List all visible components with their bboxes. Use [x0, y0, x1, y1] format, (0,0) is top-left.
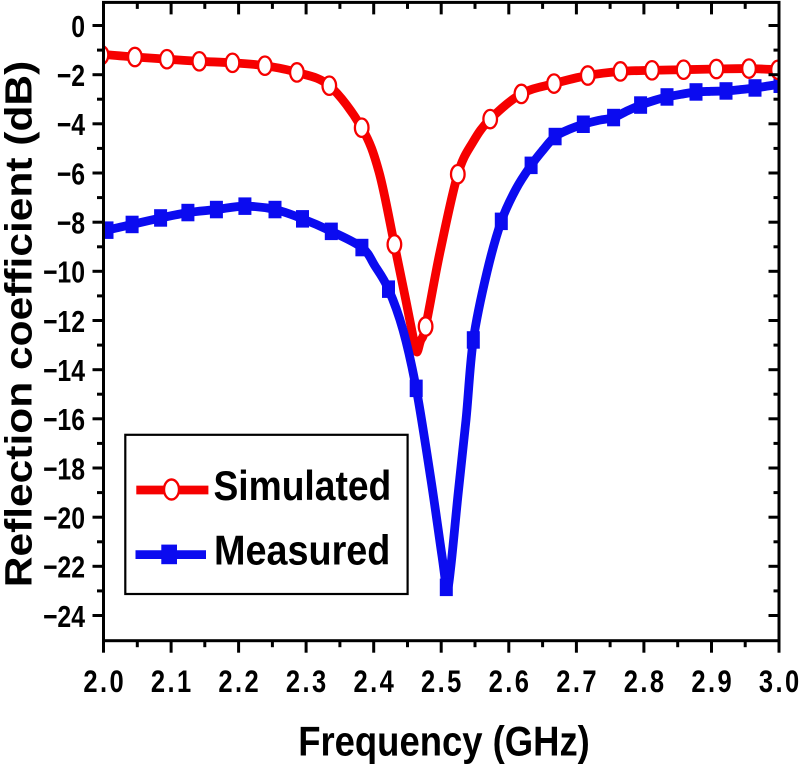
svg-text:2.3: 2.3 [286, 665, 329, 700]
svg-text:2.4: 2.4 [354, 665, 397, 700]
svg-text:−20: −20 [43, 501, 85, 535]
svg-text:2.5: 2.5 [421, 665, 464, 700]
svg-text:−18: −18 [43, 452, 85, 486]
svg-text:−24: −24 [43, 599, 85, 633]
svg-text:2.8: 2.8 [624, 665, 667, 700]
svg-text:Simulated: Simulated [214, 463, 392, 510]
svg-text:−16: −16 [43, 402, 85, 436]
svg-text:−8: −8 [57, 206, 85, 240]
svg-text:Frequency (GHz): Frequency (GHz) [298, 718, 590, 765]
svg-text:Measured: Measured [214, 528, 390, 574]
svg-text:−2: −2 [57, 58, 85, 92]
svg-text:2.1: 2.1 [151, 665, 194, 700]
svg-text:2.0: 2.0 [83, 665, 126, 700]
svg-text:2.7: 2.7 [556, 665, 599, 700]
svg-text:−4: −4 [57, 107, 86, 141]
svg-text:−22: −22 [43, 550, 85, 584]
svg-text:−12: −12 [43, 304, 85, 338]
svg-text:2.6: 2.6 [489, 665, 532, 700]
svg-text:3.0: 3.0 [759, 665, 800, 700]
svg-text:−6: −6 [57, 157, 85, 191]
svg-text:−14: −14 [43, 353, 85, 387]
svg-text:Reflection coefficient (dB): Reflection coefficient (dB) [0, 61, 40, 587]
svg-text:2.9: 2.9 [691, 665, 734, 700]
svg-text:2.2: 2.2 [218, 665, 261, 700]
svg-text:0: 0 [71, 9, 85, 43]
svg-text:−10: −10 [43, 255, 85, 289]
